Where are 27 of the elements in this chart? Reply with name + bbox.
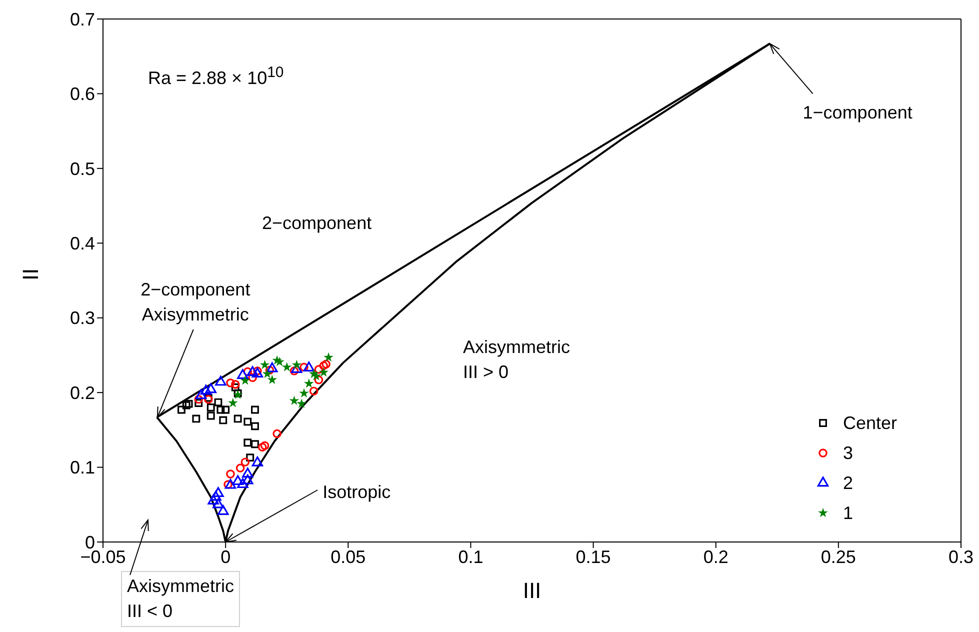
legend-label: 2 — [843, 472, 854, 494]
y-tick-label: 0.2 — [70, 382, 95, 403]
x-tick-label: 0 — [220, 546, 231, 567]
x-tick-label: 0.2 — [703, 546, 728, 567]
x-axis-title: III — [522, 578, 542, 603]
legend-label: 3 — [843, 442, 854, 464]
y-tick-label: 0.1 — [70, 458, 95, 478]
legend-label: Center — [843, 412, 898, 434]
annotation: 2−component — [262, 212, 372, 235]
legend-label: 1 — [843, 502, 854, 524]
annotation: Axisymmetric III > 0 — [463, 336, 570, 384]
x-tick-label: 0.1 — [458, 546, 484, 567]
y-axis-title: II — [18, 268, 43, 280]
y-tick-label: 0.3 — [70, 308, 95, 328]
text-box: Axisymmetric III < 0 — [121, 571, 240, 627]
annotation: 1−component — [802, 102, 912, 123]
x-tick-label: 0.15 — [576, 546, 611, 567]
x-tick-label: 0.25 — [820, 546, 856, 567]
x-tick-label: 0.05 — [330, 546, 366, 567]
annotation: Isotropic — [322, 482, 391, 502]
x-tick-label: 0.3 — [948, 546, 974, 567]
annotation: 2−component Axisymmetric — [140, 279, 250, 324]
y-tick-label: 0.6 — [70, 84, 95, 104]
annotation: Ra = 2.88 × 10$^{10}$ — [148, 63, 284, 90]
y-tick-label: 0.5 — [70, 158, 95, 179]
y-tick-label: 0.4 — [70, 234, 95, 254]
y-tick-label: 0.7 — [70, 9, 95, 30]
